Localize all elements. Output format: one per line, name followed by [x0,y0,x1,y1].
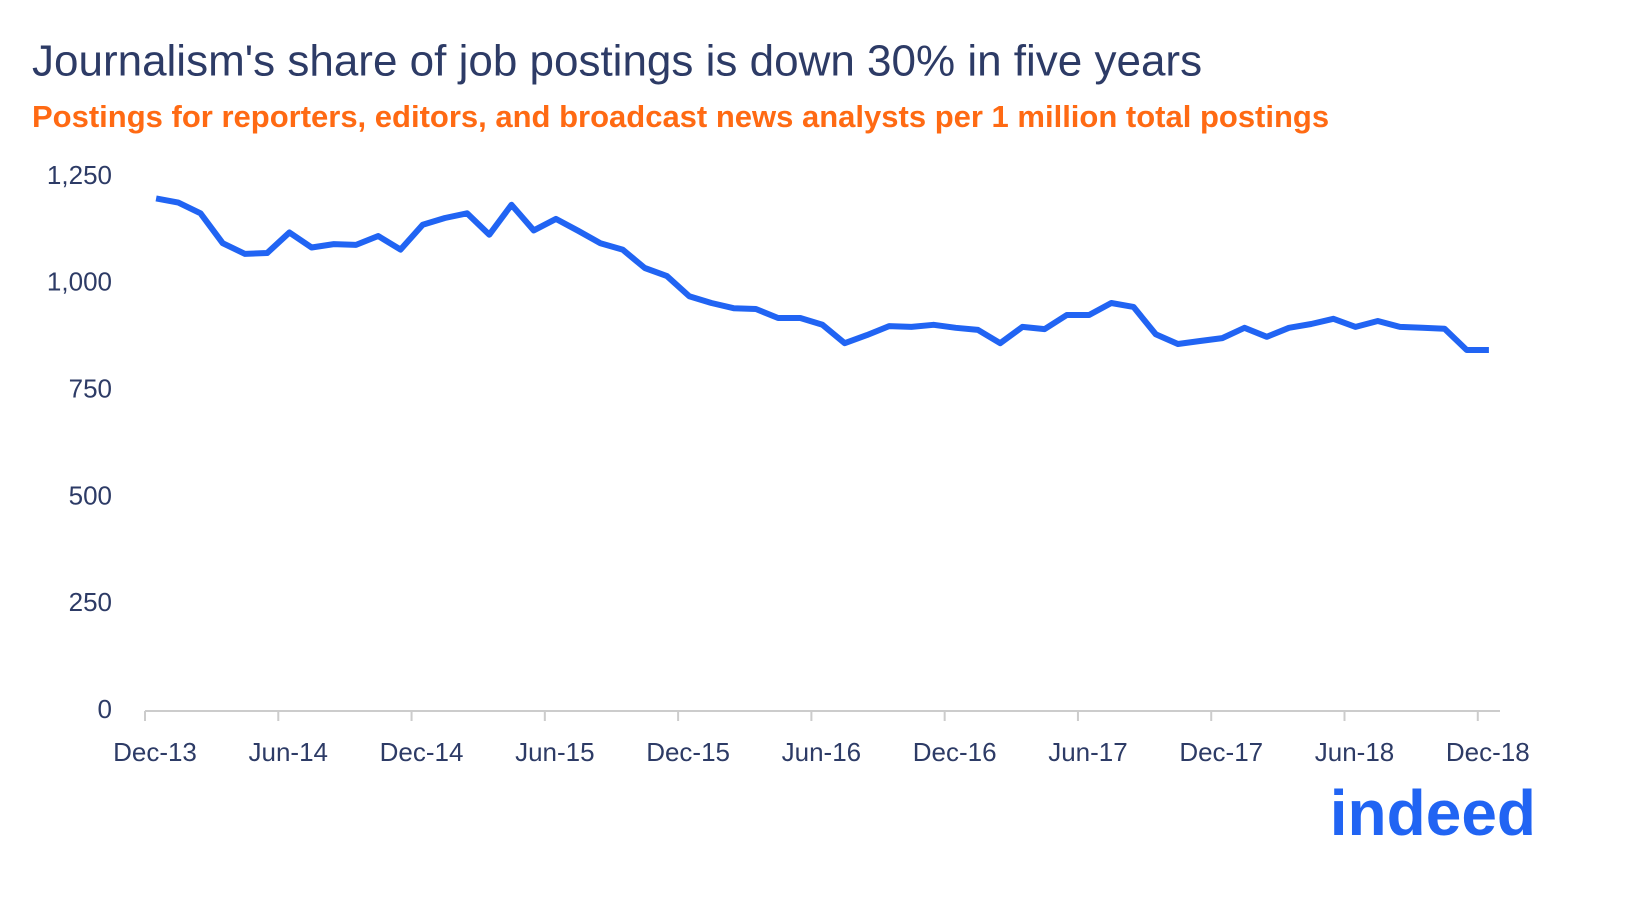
x-tick-label: Jun-14 [249,737,329,767]
y-tick-label: 0 [98,694,112,724]
x-tick-label: Dec-17 [1179,737,1263,767]
y-tick-label: 500 [69,480,112,510]
x-tick-label: Dec-13 [113,737,197,767]
x-tick-label: Dec-16 [913,737,997,767]
x-tick-label: Jun-17 [1048,737,1128,767]
x-tick-label: Dec-18 [1446,737,1530,767]
chart-subtitle: Postings for reporters, editors, and bro… [32,99,1329,134]
x-tick-label: Jun-16 [782,737,862,767]
x-tick-label: Jun-15 [515,737,595,767]
x-tick-label: Dec-14 [380,737,464,767]
y-tick-label: 750 [69,373,112,403]
x-tick-label: Dec-15 [646,737,730,767]
brand-logo: indeed [1330,777,1536,849]
y-tick-label: 250 [69,587,112,617]
x-tick-label: Jun-18 [1315,737,1395,767]
data-line [155,195,1489,353]
y-tick-label: 1,250 [47,160,112,190]
chart-title: Journalism's share of job postings is do… [32,37,1202,86]
y-tick-label: 1,000 [47,267,112,297]
